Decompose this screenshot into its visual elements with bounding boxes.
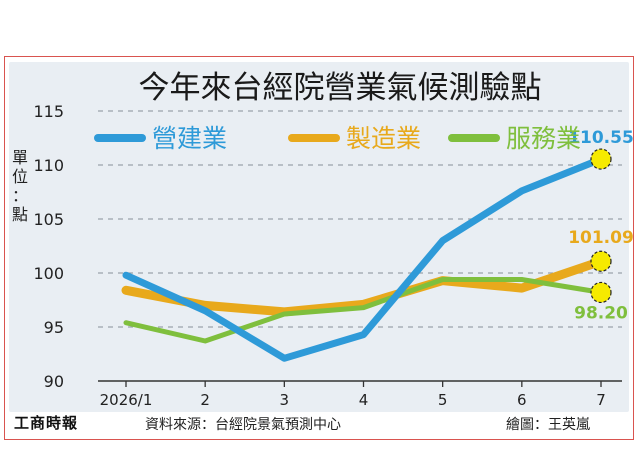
y-label-char: 點 — [12, 205, 28, 224]
grid-layer — [98, 110, 622, 328]
data-label: 101.09 — [568, 228, 634, 248]
marker-layer — [590, 148, 612, 304]
series-line-1 — [122, 155, 605, 362]
x-tick-label: 2026/1 — [100, 391, 153, 409]
source-note: 資料來源：台經院景氣預測中心 — [145, 417, 341, 433]
y-tick-label: 100 — [33, 264, 64, 283]
end-point-marker — [590, 148, 612, 170]
x-tick-label: 3 — [280, 391, 290, 409]
x-tick-label: 6 — [517, 391, 527, 409]
y-tick-label: 110 — [33, 156, 64, 175]
y-label-char: 位 — [12, 167, 28, 186]
y-tick-label: 115 — [33, 102, 64, 121]
x-tick-label: 4 — [359, 391, 369, 409]
series-layer — [121, 155, 606, 362]
legend: 營建業 製造業 服務業 — [94, 124, 581, 153]
label-layer: 110.55 101.09 98.20 — [568, 128, 634, 323]
y-tick-label: 105 — [33, 210, 64, 229]
end-point-marker — [590, 281, 612, 304]
y-axis-label: 單位：點 — [12, 148, 28, 224]
y-tick-label: 90 — [44, 372, 64, 391]
chart-title: 今年來台經院營業氣候測驗點 — [139, 70, 542, 106]
data-label: 98.20 — [574, 303, 628, 323]
x-tick-label: 2 — [200, 391, 210, 409]
legend-label: 製造業 — [346, 124, 421, 153]
data-label: 110.55 — [568, 128, 634, 148]
legend-label: 營建業 — [152, 124, 227, 153]
x-tick-label: 7 — [596, 391, 606, 409]
series-line-3 — [123, 277, 604, 344]
axis-layer: 90 95 100 105 110 115 2026/1 2 3 4 5 6 7 — [33, 102, 622, 409]
series-line-2 — [121, 256, 606, 317]
end-point-marker — [590, 250, 612, 272]
y-label-char: 單 — [12, 148, 28, 167]
x-tick-label: 5 — [438, 391, 448, 409]
publisher-logo: 工商時報 — [14, 414, 79, 432]
y-label-char: ： — [12, 186, 28, 205]
chart-panel — [9, 62, 629, 412]
credit-note: 繪圖：王英嵐 — [506, 417, 590, 433]
legend-label: 服務業 — [506, 124, 581, 153]
y-tick-label: 95 — [44, 318, 64, 337]
